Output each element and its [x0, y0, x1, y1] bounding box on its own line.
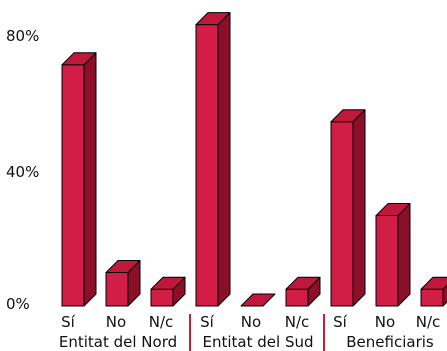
bar: [330, 109, 366, 307]
category-label: No: [106, 313, 126, 331]
group-label: Entitat del Nord: [59, 333, 177, 351]
group-separators: [189, 314, 325, 351]
bar: [285, 276, 321, 307]
category-labels: Sí No N/c Sí No N/c Sí No N/c: [61, 313, 440, 331]
bar: [240, 293, 276, 307]
group-label: Entitat del Sud: [203, 333, 314, 351]
bar-front: [195, 24, 219, 307]
category-label: Sí: [333, 313, 348, 331]
bar-side: [217, 12, 231, 307]
bar-top: [285, 276, 321, 290]
bar-top: [195, 12, 231, 26]
category-label: N/c: [149, 313, 174, 331]
bar: [150, 276, 186, 307]
group-labels: Entitat del Nord Entitat del Sud Benefic…: [59, 333, 434, 351]
bars: [61, 12, 447, 307]
category-label: N/c: [416, 313, 441, 331]
bar-front: [285, 288, 309, 307]
bar-top: [420, 276, 447, 290]
bar-top: [375, 203, 411, 217]
bar-front: [420, 288, 444, 307]
y-tick-label: 80%: [6, 27, 39, 45]
group-label: Beneficiaris: [346, 333, 434, 351]
bar-front: [330, 121, 354, 307]
bar-front: [105, 272, 129, 307]
bar-top: [105, 260, 141, 273]
category-label: N/c: [285, 313, 310, 331]
category-label: Sí: [200, 313, 215, 331]
bar: [195, 12, 231, 307]
bar-side: [83, 52, 97, 307]
category-label: No: [375, 313, 395, 331]
bar: [105, 260, 141, 307]
bar-top: [330, 109, 366, 123]
bar-side: [442, 284, 447, 307]
y-tick-label: 40%: [6, 163, 39, 181]
bar: [375, 203, 411, 307]
bar-top: [61, 52, 97, 66]
bar-side: [397, 203, 411, 307]
bar: [420, 276, 447, 307]
bar: [61, 52, 97, 307]
category-label: No: [241, 313, 261, 331]
bar-side: [352, 109, 366, 307]
y-tick-label: 0%: [6, 295, 30, 313]
category-label: Sí: [61, 313, 76, 331]
bar-front: [61, 64, 85, 307]
bar-front: [375, 215, 399, 307]
bar-top: [150, 276, 186, 290]
bar-front: [150, 288, 174, 307]
bar-top: [240, 293, 276, 307]
y-axis-ticks: 80% 40% 0%: [6, 27, 39, 313]
